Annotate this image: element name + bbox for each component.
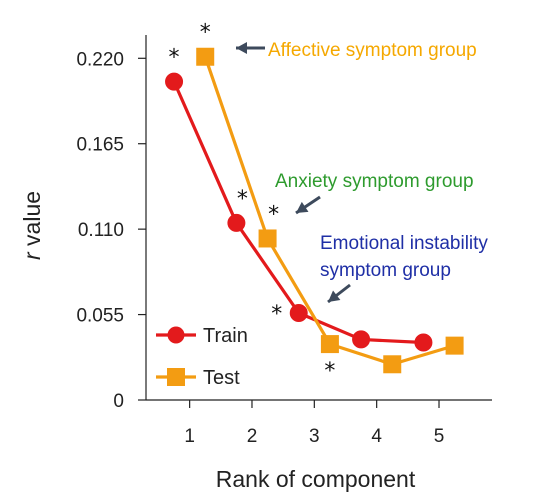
annotation-emotional: Emotional instability bbox=[320, 233, 488, 254]
legend-label-test: Test bbox=[203, 367, 240, 389]
legend: Train Test bbox=[156, 325, 248, 389]
x-tick-label: 3 bbox=[309, 426, 320, 447]
legend-marker-test bbox=[167, 368, 185, 386]
significance-star: * bbox=[324, 359, 335, 384]
axes: 0 0.055 0.110 0.165 0.220 1 2 3 4 5 Rank of compon… bbox=[19, 35, 492, 492]
annotation-layer: Affective symptom group Anxiety symptom g… bbox=[236, 40, 488, 304]
annotation-affective: Affective symptom group bbox=[268, 40, 477, 61]
significance-star: * bbox=[200, 21, 211, 46]
y-tick-label: 0.220 bbox=[76, 49, 124, 70]
data-point-test bbox=[196, 47, 215, 66]
x-tick-label: 1 bbox=[184, 426, 195, 447]
annotation-arrowhead bbox=[328, 290, 341, 302]
significance-star: * bbox=[271, 302, 282, 327]
series-layer: * * * * * * bbox=[165, 21, 464, 384]
x-axis-title: Rank of component bbox=[216, 466, 416, 492]
data-point-test bbox=[258, 229, 277, 248]
y-tick-label: 0.055 bbox=[76, 306, 124, 327]
legend-label-train: Train bbox=[203, 325, 248, 347]
significance-star: * bbox=[268, 202, 279, 227]
annotation-anxiety: Anxiety symptom group bbox=[275, 171, 474, 192]
data-point-train bbox=[227, 213, 246, 232]
y-tick-label: 0 bbox=[113, 391, 124, 412]
data-point-train bbox=[165, 72, 184, 91]
data-point-test bbox=[320, 335, 339, 354]
x-tick-label: 2 bbox=[247, 426, 258, 447]
annotation-arrowhead bbox=[296, 201, 309, 213]
legend-marker-train bbox=[167, 326, 185, 344]
annotation-arrowhead bbox=[236, 42, 247, 54]
y-tick-label: 0.165 bbox=[76, 135, 124, 156]
data-point-test bbox=[445, 336, 464, 355]
annotation-emotional-line2: symptom group bbox=[320, 260, 451, 281]
y-axis-title: r value bbox=[19, 191, 45, 260]
significance-star: * bbox=[237, 187, 248, 212]
x-tick-label: 4 bbox=[371, 426, 382, 447]
data-point-train bbox=[289, 304, 308, 323]
data-point-train bbox=[414, 333, 433, 352]
data-point-train bbox=[352, 330, 371, 349]
significance-star: * bbox=[169, 46, 180, 71]
data-point-test bbox=[383, 355, 402, 374]
x-tick-label: 5 bbox=[434, 426, 445, 447]
y-tick-label: 0.110 bbox=[78, 220, 124, 241]
